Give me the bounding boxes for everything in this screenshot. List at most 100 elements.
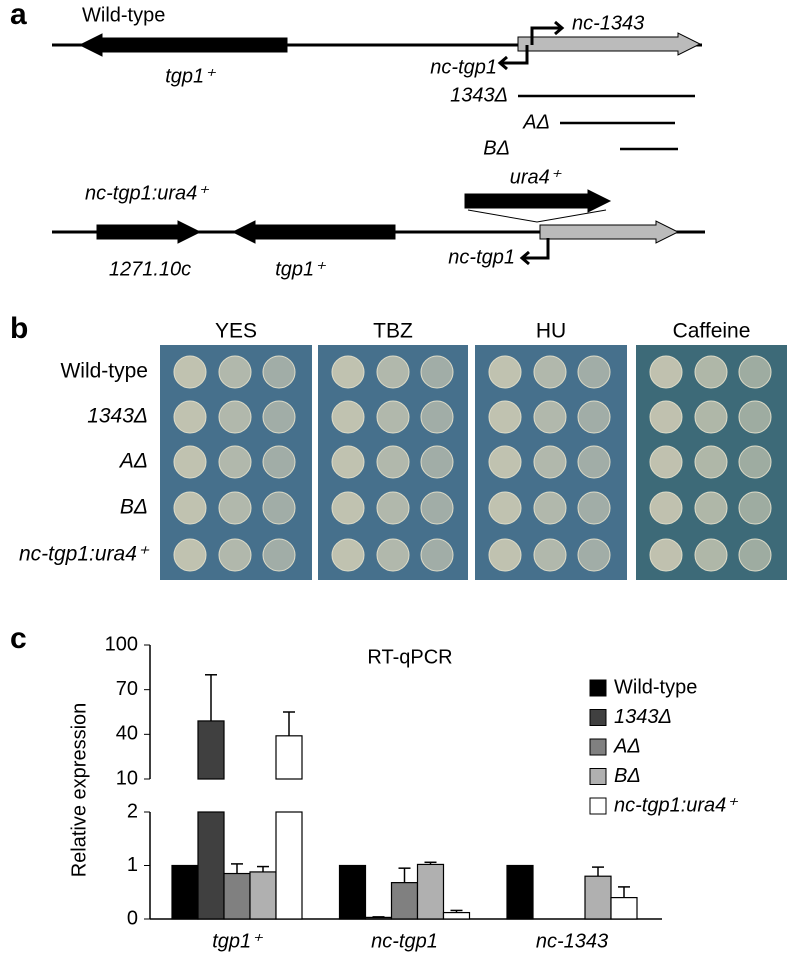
gene-label: tgp1⁺ [165,65,216,87]
colony-spot [420,445,454,479]
column-header: YES [215,320,257,343]
bar-body [275,735,303,780]
colony-spot [694,538,728,572]
colony-spot [420,355,454,389]
colony-spot [738,491,772,525]
panel-label: c [10,622,27,655]
tss-arrowhead [554,20,565,36]
tss-arrowhead [519,250,530,266]
y-axis-label: Relative expression [68,703,90,878]
colony-spot [173,445,207,479]
bar [584,875,612,920]
colony-spot [533,538,567,572]
error-bar [283,711,295,736]
colony-spot [533,445,567,479]
bar [390,882,419,920]
transcript-label: nc-1343 [572,12,644,34]
row-label: 1343Δ [87,405,148,428]
bar-body [506,864,534,920]
colony-spot [577,538,611,572]
bar [223,872,251,920]
colony-spot [218,400,252,434]
colony-spot [420,491,454,525]
deletion-label: AΔ [522,111,550,133]
colony-spot [738,538,772,572]
x-tick-label: tgp1⁺ [212,930,263,952]
colony-spot [488,491,522,525]
colony-spot [218,445,252,479]
x-tick-label: nc-tgp1 [371,930,438,952]
bar-body [275,811,303,920]
colony-spot [331,400,365,434]
column-header: Caffeine [673,320,751,343]
colony-spot [331,355,365,389]
y-tick-label: 2 [127,800,138,822]
legend-swatch [589,679,607,697]
y-tick-label: 40 [116,723,138,745]
colony-spot [173,491,207,525]
colony-spot [488,400,522,434]
legend-label: BΔ [614,765,641,787]
gene-arrow [231,220,396,244]
bar [416,863,445,920]
bar [249,871,277,920]
y-tick-label: 100 [105,633,138,655]
bar-body [223,872,251,920]
colony-spot [262,538,296,572]
colony-spot [218,355,252,389]
colony-spot [331,538,365,572]
bar [442,911,471,920]
bar-body [338,864,367,920]
colony-spot [488,445,522,479]
bar [364,916,393,920]
tss-arrow [522,238,550,260]
colony-spot [738,400,772,434]
bar-body [171,864,199,920]
column-header: HU [536,320,566,343]
error-bar [372,916,385,918]
deletion-label: BΔ [483,137,510,159]
legend-label: nc-tgp1:ura4⁺ [614,794,738,816]
colony-spot [738,355,772,389]
colony-spot [488,538,522,572]
bar [197,720,225,920]
bar-body [197,720,225,780]
y-tick-label: 0 [127,907,138,929]
colony-spot [173,355,207,389]
colony-spot [694,491,728,525]
panel-label: b [10,312,28,345]
colony-spot [376,355,410,389]
colony-spot [376,445,410,479]
colony-spot [649,400,683,434]
tss-arrow [530,26,562,45]
colony-spot [376,538,410,572]
error-bar [205,674,217,721]
panel-label: a [10,0,27,31]
bar [338,864,367,920]
colony-spot [331,491,365,525]
colony-spot [533,355,567,389]
bar-body [442,911,471,920]
tss-arrowhead [497,55,508,71]
colony-spot [649,538,683,572]
bar-body [584,875,612,920]
colony-spot [173,400,207,434]
error-bar [231,863,243,874]
bar-body [197,811,225,920]
bar [506,864,534,920]
colony-spot [694,355,728,389]
colony-spot [262,491,296,525]
colony-spot [694,445,728,479]
error-bar [618,886,630,898]
x-tick-label: nc-1343 [536,930,608,952]
construct-title: Wild-type [82,4,165,26]
colony-spot [533,491,567,525]
error-bar [424,861,437,865]
colony-spot [488,355,522,389]
colony-spot [649,491,683,525]
gene-arrow [78,33,288,57]
y-tick-label: 1 [127,854,138,876]
y-tick-label: 10 [116,767,138,789]
legend-swatch [589,768,607,785]
construct-title: nc-tgp1:ura4⁺ [85,182,209,204]
